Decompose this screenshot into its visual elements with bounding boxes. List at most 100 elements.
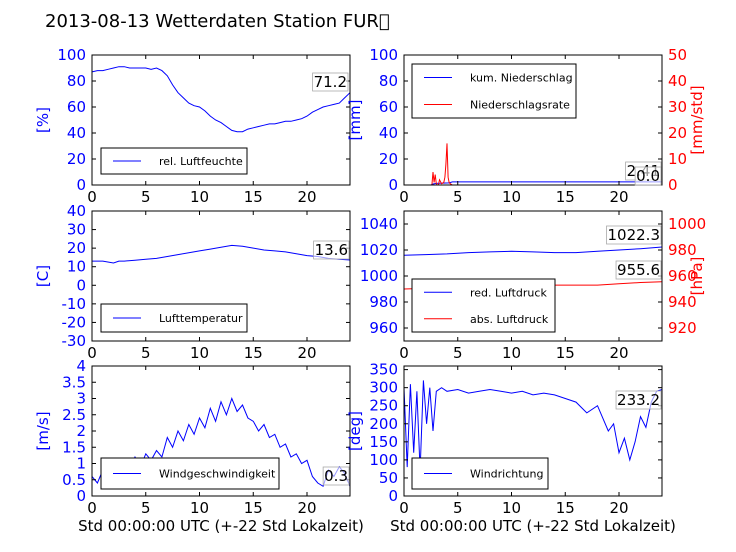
plot-frame [403, 54, 663, 186]
plot-frame [403, 365, 663, 497]
y-tick-label: 20 [67, 239, 86, 257]
y-right-tick-label: 960 [668, 267, 697, 285]
x-tick-label: 5 [453, 188, 463, 206]
y-tick-label: 300 [369, 379, 398, 397]
y-tick-label: 2 [76, 422, 86, 440]
last-value-label: 0.3 [324, 467, 348, 485]
y-tick-label: 200 [369, 415, 398, 433]
last-value-label: 0.0 [636, 167, 660, 185]
y-tick-label: -30 [62, 332, 87, 350]
y-axis-label: [deg] [346, 411, 364, 451]
y-tick-label: 0 [76, 487, 86, 505]
y-right-axis-label: [hPa] [688, 257, 706, 296]
y-tick-label: 100 [57, 46, 86, 64]
y-tick-label: 60 [67, 98, 86, 116]
legend-label: kum. Niederschlag [470, 72, 573, 85]
y-right-tick-label: 940 [668, 293, 697, 311]
legend: Windrichtung [411, 457, 549, 490]
series-line-luftdruck-0 [403, 246, 663, 256]
y-tick-label: 10 [67, 258, 86, 276]
y-right-tick-label: 40 [668, 72, 687, 90]
x-tick-label: 0 [87, 188, 97, 206]
last-value-box [615, 260, 662, 280]
x-tick-label: 10 [502, 499, 521, 517]
x-tick-label: 20 [609, 188, 628, 206]
y-tick-label: 40 [379, 124, 398, 142]
y-tick-label: 0 [388, 487, 398, 505]
x-tick-label: 10 [190, 499, 209, 517]
y-tick-label: 40 [67, 202, 86, 220]
legend-label: abs. Luftdruck [470, 313, 549, 326]
last-value-label: 71.2 [314, 73, 347, 91]
y-tick-label: 80 [67, 72, 86, 90]
y-tick-label: 0 [76, 276, 86, 294]
x-tick-label: 15 [244, 499, 263, 517]
y-right-tick-label: 0 [668, 176, 678, 194]
x-tick-label: 15 [244, 188, 263, 206]
y-axis-label: [m/s] [34, 411, 52, 450]
x-tick-label: 20 [297, 188, 316, 206]
y-right-tick-label: 10 [668, 150, 687, 168]
plot-frame [91, 54, 351, 186]
last-value-box [634, 166, 662, 186]
legend-box [411, 278, 556, 333]
legend-label: Lufttemperatur [159, 312, 243, 325]
y-right-tick-label: 1000 [668, 215, 706, 233]
y-tick-label: 1000 [360, 267, 398, 285]
y-tick-label: 20 [379, 150, 398, 168]
panel-windgeschwindigkeit: 0 5 10 15 20 00.511.522.533.54 [m/s] Std 00:00:… [34, 357, 364, 535]
x-tick-label: 10 [502, 188, 521, 206]
y-tick-label: 1 [76, 455, 86, 473]
series-line-windgeschwindigkeit-0 [91, 397, 351, 488]
y-tick-label: 150 [369, 433, 398, 451]
x-axis-label: Std 00:00:00 UTC (+-22 Std Lokalzeit) [390, 517, 676, 535]
series-line-niederschlag-1 [404, 143, 662, 186]
y-tick-label: 0 [76, 176, 86, 194]
y-tick-label: 1020 [360, 241, 398, 259]
y-tick-label: 100 [369, 451, 398, 469]
series-line-lufttemperatur-0 [92, 244, 351, 264]
y-tick-label: 3.5 [62, 373, 86, 391]
legend: kum. Niederschlag Niederschlagsrate [411, 63, 577, 119]
y-tick-label: 80 [379, 72, 398, 90]
legend-label: Niederschlagsrate [470, 99, 570, 112]
legend-label: rel. Luftfeuchte [159, 155, 243, 168]
y-right-axis-label: [mm/std] [688, 85, 706, 154]
x-tick-label: 10 [190, 188, 209, 206]
y-axis-label: [C] [34, 265, 52, 287]
series-line-rel-luftfeuchte-0 [91, 66, 351, 133]
x-tick-label: 20 [609, 344, 628, 362]
y-right-tick-label: 50 [668, 46, 687, 64]
x-tick-label: 15 [556, 499, 575, 517]
y-tick-label: 0 [388, 176, 398, 194]
x-tick-label: 15 [244, 344, 263, 362]
x-tick-label: 10 [502, 344, 521, 362]
x-tick-label: 0 [399, 344, 409, 362]
figure-title: 2013-08-13 Wetterdaten Station FUR  [45, 11, 390, 32]
y-tick-label: 4 [76, 357, 86, 375]
legend: Windgeschwindigkeit [100, 457, 280, 490]
legend-label: Windgeschwindigkeit [159, 468, 276, 481]
series-line-windrichtung-0 [403, 380, 663, 471]
y-right-tick-label: 920 [668, 319, 697, 337]
y-tick-label: 50 [379, 469, 398, 487]
y-tick-label: 20 [67, 150, 86, 168]
last-value-box [312, 72, 349, 92]
x-tick-label: 20 [297, 499, 316, 517]
y-tick-label: -20 [62, 313, 87, 331]
y-tick-label: 1.5 [62, 438, 86, 456]
legend: red. Luftdruck abs. Luftdruck [411, 278, 556, 333]
y-tick-label: 3 [76, 390, 86, 408]
last-value-label: 13.6 [315, 241, 348, 259]
x-tick-label: 0 [399, 188, 409, 206]
y-axis-label: [mm] [346, 100, 364, 141]
legend: rel. Luftfeuchte [100, 147, 248, 175]
y-tick-label: 30 [67, 221, 86, 239]
y-tick-label: 60 [379, 98, 398, 116]
x-tick-label: 5 [453, 499, 463, 517]
y-tick-label: 960 [369, 319, 398, 337]
y-axis-label: [%] [34, 107, 52, 133]
